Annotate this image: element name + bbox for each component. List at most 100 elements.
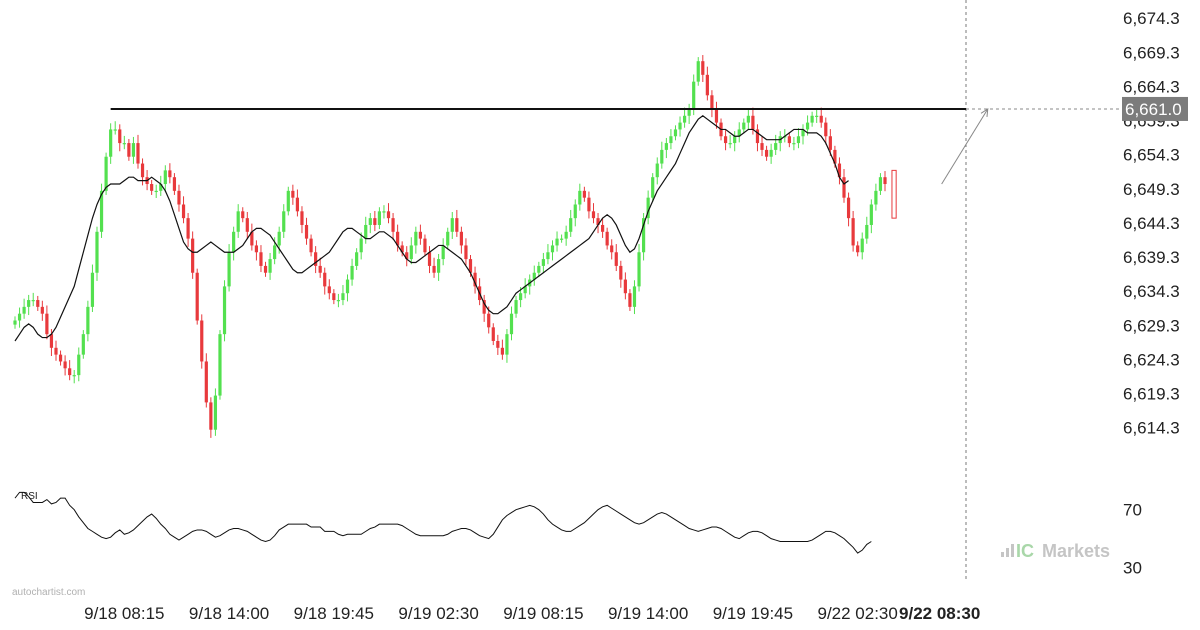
candle-up bbox=[742, 122, 746, 130]
candle-up bbox=[113, 129, 117, 131]
candle-down bbox=[500, 347, 504, 355]
candle-down bbox=[846, 197, 851, 219]
candle-up bbox=[368, 218, 372, 225]
candle-up bbox=[218, 334, 222, 396]
candle-down bbox=[405, 252, 409, 260]
candle-down bbox=[241, 211, 245, 219]
candle-down bbox=[186, 218, 190, 239]
y-tick-label: 6,649.3 bbox=[1123, 180, 1180, 199]
projection-line bbox=[941, 108, 989, 185]
candle-up bbox=[17, 313, 22, 321]
candle-up bbox=[637, 252, 641, 287]
candle-up bbox=[450, 218, 454, 232]
candle-down bbox=[195, 272, 199, 321]
candles-group bbox=[13, 55, 897, 438]
y-tick-label: 6,629.3 bbox=[1123, 316, 1180, 335]
x-tick-label: 9/19 19:45 bbox=[713, 604, 793, 623]
candle-down bbox=[582, 190, 586, 198]
candle-up bbox=[31, 300, 35, 302]
x-tick-label: 9/18 08:15 bbox=[84, 604, 164, 623]
x-tick-label: 9/19 08:15 bbox=[503, 604, 583, 623]
y-tick-label: 6,644.3 bbox=[1123, 214, 1180, 233]
rsi-panel: RSI 70 30 bbox=[14, 491, 1142, 578]
x-tick-label: 9/19 14:00 bbox=[608, 604, 688, 623]
y-tick-label: 6,664.3 bbox=[1123, 77, 1180, 96]
candle-up bbox=[801, 129, 805, 137]
rsi-tick-label: 70 bbox=[1123, 501, 1142, 520]
candle-up bbox=[810, 115, 814, 123]
candle-down bbox=[496, 340, 500, 348]
watermark-text: autochartist.com bbox=[12, 587, 85, 598]
candle-down bbox=[140, 163, 145, 178]
candle-down bbox=[710, 95, 714, 109]
x-tick-label: 9/18 19:45 bbox=[294, 604, 374, 623]
candle-down bbox=[760, 143, 764, 150]
candle-up bbox=[213, 395, 218, 430]
candle-up bbox=[222, 286, 227, 335]
y-tick-label: 6,619.3 bbox=[1123, 385, 1180, 404]
candle-down bbox=[49, 334, 54, 348]
candle-up bbox=[796, 136, 801, 144]
candle-up bbox=[815, 115, 819, 117]
candle-down bbox=[254, 245, 259, 253]
price-badge-label: 6,661.0 bbox=[1125, 100, 1182, 119]
candle-down bbox=[610, 245, 614, 253]
candle-down bbox=[136, 143, 140, 164]
candle-down bbox=[883, 177, 887, 185]
candle-up bbox=[90, 272, 95, 307]
candle-up bbox=[546, 252, 550, 260]
candle-up bbox=[560, 238, 564, 240]
candle-down bbox=[245, 218, 249, 232]
candle-down bbox=[459, 231, 463, 246]
y-tick-label: 6,634.3 bbox=[1123, 282, 1180, 301]
candle-up bbox=[519, 293, 523, 301]
x-tick-label: 9/18 14:00 bbox=[189, 604, 269, 623]
candle-down bbox=[327, 286, 331, 294]
y-tick-label: 6,624.3 bbox=[1123, 350, 1180, 369]
candle-down bbox=[40, 306, 44, 314]
candle-down bbox=[837, 163, 842, 178]
candle-down bbox=[118, 129, 122, 144]
y-tick-label: 6,674.3 bbox=[1123, 9, 1180, 28]
y-tick-label: 6,669.3 bbox=[1123, 43, 1180, 62]
icmarkets-logo: IC Markets bbox=[1001, 541, 1110, 561]
rsi-label: RSI bbox=[21, 491, 38, 502]
candle-down bbox=[842, 177, 846, 198]
candle-up bbox=[409, 245, 413, 260]
candle-down bbox=[58, 354, 63, 362]
candle-down bbox=[856, 245, 860, 253]
candle-up bbox=[72, 375, 76, 377]
candle-down bbox=[423, 238, 427, 253]
candle-up bbox=[109, 129, 113, 157]
candle-up bbox=[865, 224, 869, 239]
candle-down bbox=[464, 245, 468, 260]
candle-up bbox=[728, 143, 732, 145]
candle-down bbox=[304, 224, 309, 239]
candle-down bbox=[596, 218, 600, 225]
candle-up bbox=[441, 245, 445, 260]
candle-down bbox=[614, 252, 618, 266]
candle-up bbox=[678, 122, 682, 130]
candle-down bbox=[63, 361, 67, 369]
candle-up bbox=[336, 300, 341, 302]
candle-up bbox=[382, 211, 386, 213]
candle-up bbox=[95, 231, 99, 273]
price-badge: 6,661.0 bbox=[1122, 96, 1188, 121]
candle-up bbox=[769, 149, 773, 157]
candle-down bbox=[45, 313, 49, 335]
logo-ic-text: IC bbox=[1016, 541, 1034, 561]
candle-up bbox=[355, 252, 359, 266]
candle-down bbox=[295, 197, 300, 212]
candle-down bbox=[427, 252, 432, 266]
candle-down bbox=[200, 320, 204, 362]
candle-down bbox=[332, 293, 336, 301]
candle-down bbox=[473, 272, 477, 287]
x-tick-label: 9/22 02:30 bbox=[817, 604, 897, 623]
rsi-line bbox=[14, 491, 872, 554]
candle-down bbox=[600, 224, 605, 232]
candle-down bbox=[209, 402, 213, 430]
candle-up bbox=[122, 143, 126, 145]
candle-up bbox=[687, 108, 691, 116]
candle-up bbox=[573, 204, 577, 219]
candle-up bbox=[878, 177, 883, 191]
